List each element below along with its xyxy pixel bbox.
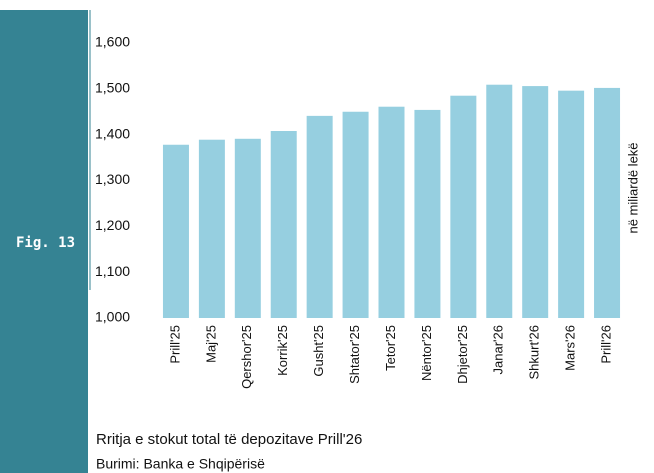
bar — [306, 115, 333, 318]
source: Burimi: Banka e Shqipërisë — [96, 456, 265, 472]
x-tick-label: Korrik'25 — [275, 325, 290, 376]
x-tick-label: Shtator'25 — [347, 325, 362, 384]
y-tick-label: 1,100 — [95, 263, 130, 279]
bar — [558, 90, 585, 319]
x-tick-label: Dhjetor'25 — [455, 325, 470, 384]
x-tick-label: Mars'26 — [563, 325, 578, 371]
x-tick-label: Gusht'25 — [311, 325, 326, 377]
x-tick-label: Tetor'25 — [383, 325, 398, 371]
y-tick-label: 1,400 — [95, 125, 130, 141]
x-tick-label: Janar'26 — [491, 325, 506, 374]
y-tick-label: 1,500 — [95, 80, 130, 96]
bar — [522, 86, 549, 318]
figure-label: Fig. 13 — [16, 235, 75, 251]
y-tick-label: 1,000 — [95, 309, 130, 325]
sidebar — [0, 10, 88, 473]
bar — [594, 87, 621, 319]
bar — [162, 144, 189, 318]
x-tick-label: Prill'26 — [598, 325, 613, 364]
x-tick-label: Qershor'25 — [239, 325, 254, 389]
y-tick-label: 1,300 — [95, 171, 130, 187]
bar — [378, 106, 405, 318]
bar — [414, 109, 441, 319]
y-tick-label: 1,600 — [95, 34, 130, 50]
bar — [270, 131, 297, 318]
bar — [234, 138, 261, 318]
y-tick-label: 1,200 — [95, 217, 130, 233]
y-axis-label: në miliardë lekë — [625, 142, 640, 233]
x-tick-label: Prill'25 — [167, 325, 182, 364]
bar — [486, 84, 513, 318]
bar — [198, 139, 225, 318]
bar — [342, 111, 369, 318]
x-tick-label: Maj'25 — [203, 325, 218, 363]
bar — [450, 95, 477, 318]
x-tick-label: Shkurt'26 — [527, 325, 542, 380]
caption: Rritja e stokut total të depozitave Pril… — [96, 431, 362, 448]
x-tick-label: Nëntor'25 — [419, 325, 434, 381]
